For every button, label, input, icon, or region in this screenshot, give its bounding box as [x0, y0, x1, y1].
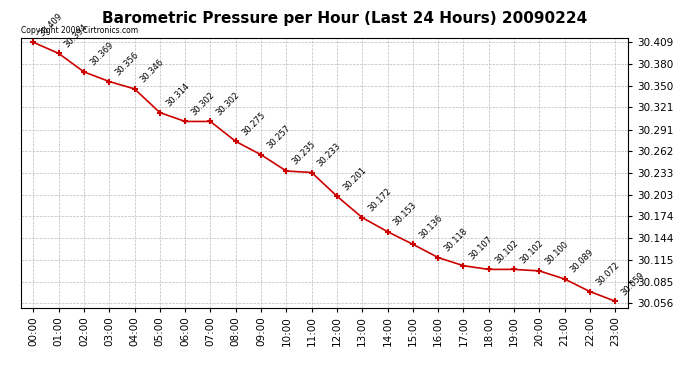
Text: 30.118: 30.118 — [442, 226, 469, 254]
Text: 30.302: 30.302 — [215, 90, 242, 117]
Text: 30.201: 30.201 — [341, 165, 368, 192]
Text: 30.233: 30.233 — [316, 141, 343, 168]
Text: 30.172: 30.172 — [366, 186, 393, 213]
Text: 30.394: 30.394 — [63, 22, 90, 49]
Text: 30.072: 30.072 — [594, 261, 621, 287]
Text: Copyright 2009 Cirtronics.com: Copyright 2009 Cirtronics.com — [21, 26, 138, 35]
Text: Barometric Pressure per Hour (Last 24 Hours) 20090224: Barometric Pressure per Hour (Last 24 Ho… — [102, 11, 588, 26]
Text: 30.314: 30.314 — [164, 81, 191, 108]
Text: 30.275: 30.275 — [240, 110, 267, 137]
Text: 30.369: 30.369 — [88, 40, 115, 68]
Text: 30.235: 30.235 — [290, 140, 317, 167]
Text: 30.102: 30.102 — [493, 238, 520, 265]
Text: 30.153: 30.153 — [392, 201, 419, 228]
Text: 30.302: 30.302 — [189, 90, 216, 117]
Text: 30.356: 30.356 — [113, 50, 141, 77]
Text: 30.089: 30.089 — [569, 248, 595, 275]
Text: 30.257: 30.257 — [265, 124, 292, 151]
Text: 30.409: 30.409 — [37, 11, 64, 38]
Text: 30.102: 30.102 — [518, 238, 545, 265]
Text: 30.346: 30.346 — [139, 58, 166, 85]
Text: 30.100: 30.100 — [544, 240, 571, 267]
Text: 30.136: 30.136 — [417, 213, 444, 240]
Text: 30.059: 30.059 — [620, 270, 647, 297]
Text: 30.107: 30.107 — [468, 235, 495, 261]
